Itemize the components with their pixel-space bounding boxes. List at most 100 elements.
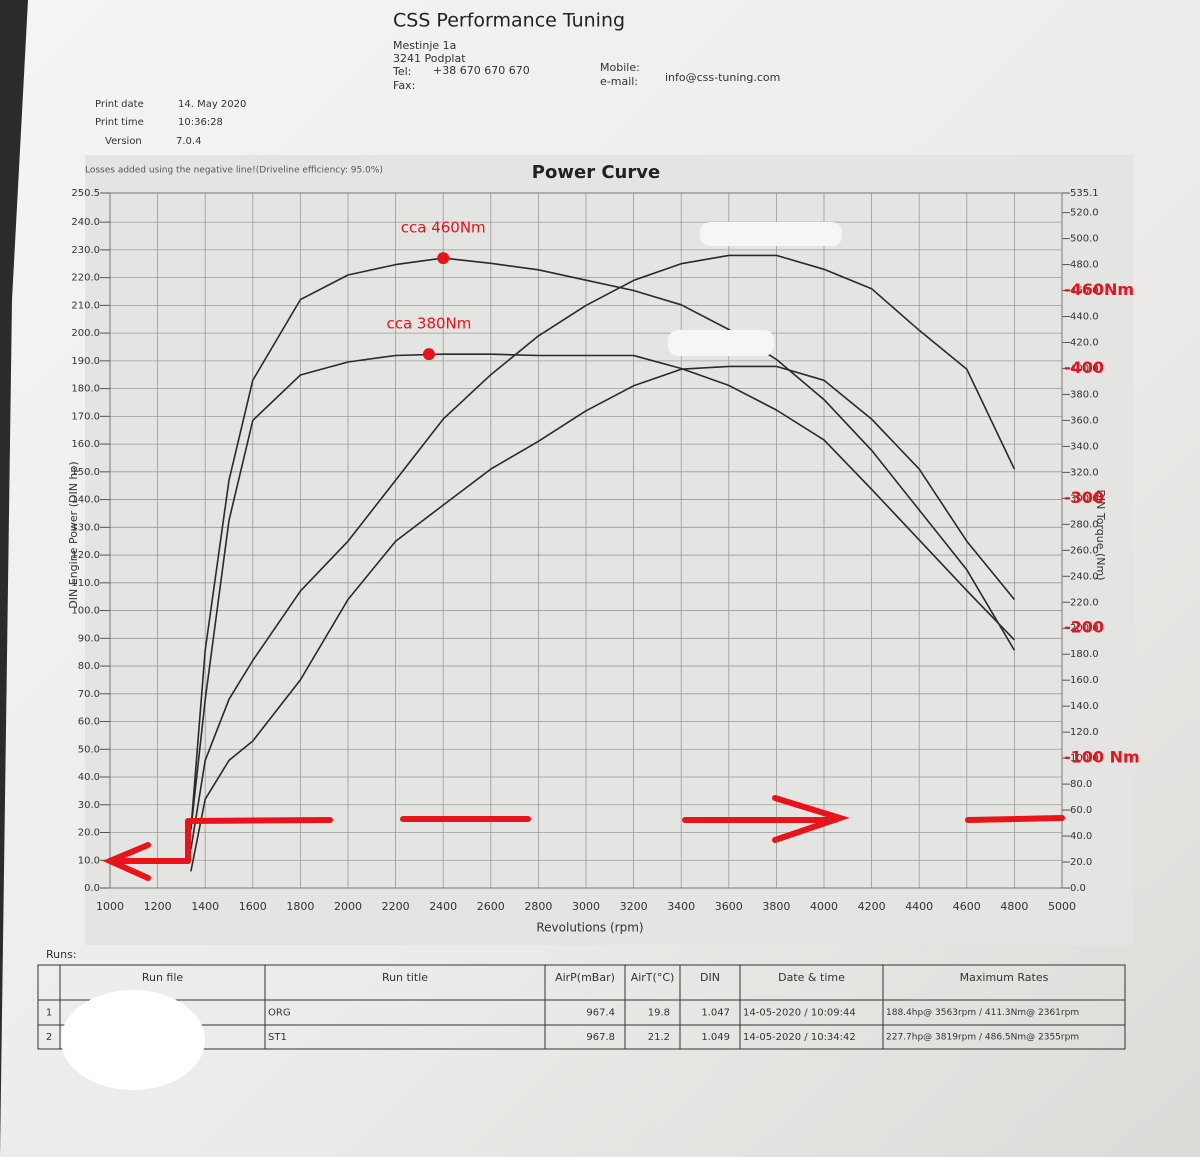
blur (668, 330, 774, 356)
plot-panel (85, 155, 1133, 945)
x-tick-label: 1400 (191, 900, 219, 913)
blur (700, 222, 842, 246)
y-tick-label: 220.0 (71, 273, 100, 284)
y2-tick-label: 140.0 (1070, 701, 1099, 712)
column-header: Maximum Rates (960, 971, 1049, 984)
x-tick-label: 1600 (239, 900, 267, 913)
y-tick-label: 100.0 (71, 606, 100, 617)
red-arrowhead (772, 795, 850, 843)
y2-tick-label: 280.0 (1070, 519, 1099, 530)
fax-label: Fax: (393, 79, 415, 92)
cell: 188.4hp@ 3563rpm / 411.3Nm@ 2361rpm (886, 1008, 1079, 1018)
x-tick-label: 2400 (429, 900, 457, 913)
tel: +38 670 670 670 (433, 64, 530, 77)
x-tick-label: 1800 (286, 900, 314, 913)
y-tick-label: 190.0 (71, 356, 100, 367)
y-tick-label: 210.0 (71, 300, 100, 311)
annotation: cca 460Nm (401, 219, 486, 237)
column-header: Run file (142, 971, 184, 984)
y-tick-label: 90.0 (78, 633, 100, 644)
y2-tick-label: 380.0 (1070, 389, 1099, 400)
y-tick-label: 240.0 (71, 217, 100, 228)
curve (190, 254, 1016, 850)
x-tick-label: 3800 (762, 900, 790, 913)
table-frame (37, 964, 1126, 1050)
column-header: DIN (700, 971, 720, 984)
y-tick-label: 40.0 (78, 772, 100, 783)
tel-label: Tel: (392, 65, 411, 78)
cell: 14-05-2020 / 10:34:42 (743, 1032, 856, 1043)
row-number: 1 (46, 1008, 52, 1019)
x-tick-label: 2200 (382, 900, 410, 913)
column-header: AirP(mBar) (555, 971, 615, 984)
x-tick-label: 2600 (477, 900, 505, 913)
cell: 967.8 (586, 1032, 615, 1043)
cell: 1.049 (701, 1032, 730, 1043)
y-tick-label: 250.5 (71, 188, 100, 199)
y-tick-label: 50.0 (78, 744, 100, 755)
x-tick-label: 2800 (524, 900, 552, 913)
x-tick-label: 3200 (620, 900, 648, 913)
chart-title: Power Curve (532, 162, 660, 183)
y-tick-label: 160.0 (71, 439, 100, 450)
y2-tick-label: 40.0 (1070, 831, 1092, 842)
y-tick-label: 130.0 (71, 522, 100, 533)
y2-tick-label: 60.0 (1070, 805, 1092, 816)
y2-tick-label: 400.0 (1070, 363, 1099, 374)
cell: 1.047 (701, 1008, 730, 1019)
y-tick-label: 60.0 (78, 717, 100, 728)
y-tick-label: 180.0 (71, 384, 100, 395)
y2-tick-label: 220.0 (1070, 597, 1099, 608)
right-mark: -200 (1064, 618, 1104, 637)
y2-tick-label: 500.0 (1070, 234, 1099, 245)
plot-frame (109, 192, 1063, 889)
y-tick-label: 80.0 (78, 661, 100, 672)
red-arrowhead (102, 842, 151, 881)
y2-tick-label: 20.0 (1070, 857, 1092, 868)
x-tick-label: 1000 (96, 900, 124, 913)
mobile-label: Mobile: (600, 61, 640, 74)
y2-tick-label: 520.0 (1070, 208, 1099, 219)
address-line: Mestinje 1a (393, 39, 456, 52)
x-tick-label: 3400 (667, 900, 695, 913)
print-value: 10:36:28 (178, 117, 223, 128)
print-label: Print date (95, 99, 144, 110)
run-title: ST1 (268, 1032, 287, 1043)
annotation: cca 380Nm (386, 315, 471, 333)
y-tick-label: 170.0 (71, 411, 100, 422)
x-tick-label: 3000 (572, 900, 600, 913)
y2-tick-label: 420.0 (1070, 337, 1099, 348)
y-tick-label: 20.0 (78, 828, 100, 839)
cell: 14-05-2020 / 10:09:44 (743, 1008, 856, 1019)
right-mark: -400 (1064, 358, 1104, 377)
red-dash (965, 815, 1065, 823)
address-line: 3241 Podplat (393, 52, 466, 65)
annotation-dot (437, 252, 450, 265)
annotation-dot (422, 348, 435, 361)
cell: 967.4 (586, 1008, 615, 1019)
y2-tick-label: 440.0 (1070, 312, 1099, 323)
y2-tick-label: 240.0 (1070, 571, 1099, 582)
y-tick-label: 70.0 (78, 689, 100, 700)
x-tick-label: 3600 (715, 900, 743, 913)
y2-tick-label: 100.0 (1070, 753, 1099, 764)
y2-axis-label: DIN Torque (Nm) (1094, 489, 1107, 580)
x-tick-label: 4400 (905, 900, 933, 913)
column-header: Date & time (778, 971, 845, 984)
y2-tick-label: 535.1 (1070, 188, 1099, 199)
column-header: AirT(°C) (631, 971, 675, 984)
x-tick-label: 4800 (1000, 900, 1028, 913)
cell: 21.2 (648, 1032, 670, 1043)
x-tick-label: 4000 (810, 900, 838, 913)
right-mark: -100 Nm (1064, 748, 1140, 767)
run-title: ORG (268, 1008, 291, 1019)
print-label: Print time (95, 117, 144, 128)
curve (190, 365, 1016, 872)
print-label: Version (105, 136, 142, 147)
y2-tick-label: 260.0 (1070, 545, 1099, 556)
y-tick-label: 150.0 (71, 467, 100, 478)
y2-tick-label: 300.0 (1070, 493, 1099, 504)
y-tick-label: 230.0 (71, 245, 100, 256)
y2-tick-label: 120.0 (1070, 727, 1099, 738)
row-number: 2 (46, 1032, 52, 1043)
